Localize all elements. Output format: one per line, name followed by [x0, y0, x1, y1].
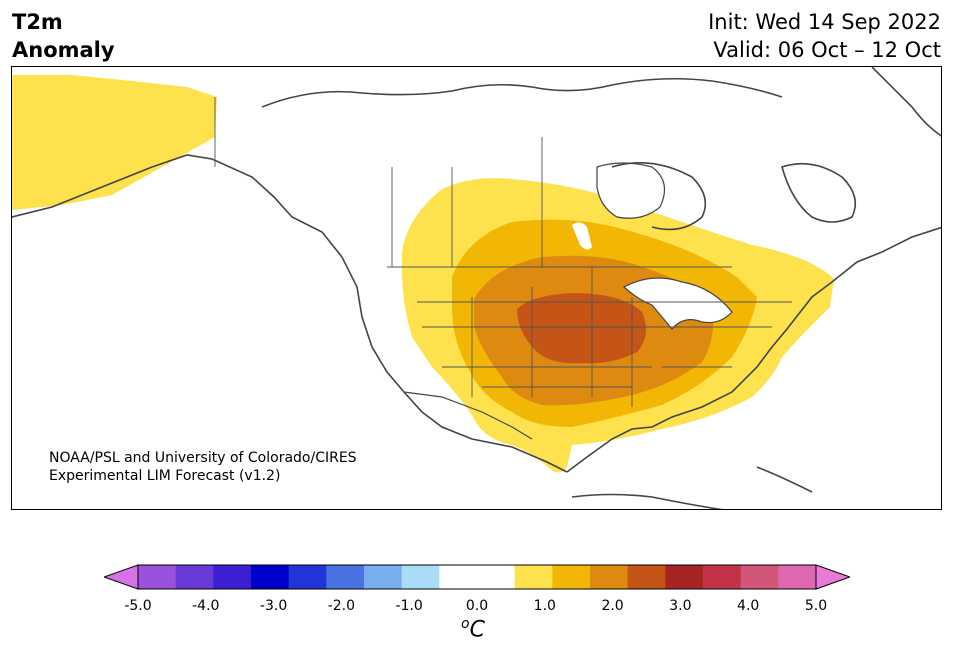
colorbar-tick-label: 2.0	[601, 598, 624, 614]
colorbar-cell	[326, 565, 365, 589]
colorbar-cell	[175, 565, 214, 589]
colorbar-cell	[590, 565, 629, 589]
colorbar-right-arrow	[815, 564, 850, 590]
credit-line-1: NOAA/PSL and University of Colorado/CIRE…	[49, 450, 357, 466]
credit-text: NOAA/PSL and University of Colorado/CIRE…	[49, 449, 357, 485]
colorbar-cell	[364, 565, 403, 589]
map-title: T2m Anomaly	[12, 8, 115, 64]
field-label: Anomaly	[12, 38, 115, 62]
credit-line-2: Experimental LIM Forecast (v1.2)	[49, 468, 281, 484]
colorbar-cell	[665, 565, 704, 589]
init-date: Init: Wed 14 Sep 2022	[708, 10, 941, 34]
colorbar-tick-label: -1.0	[395, 598, 423, 614]
coastlines	[12, 67, 941, 509]
colorbar-cell	[288, 565, 327, 589]
colorbar-tick-label: 3.0	[669, 598, 692, 614]
lake-winnipeg	[572, 222, 592, 250]
colorbar-tick-label: 1.0	[533, 598, 556, 614]
colorbar-cell	[740, 565, 779, 589]
mexico-border	[403, 391, 533, 440]
map-svg	[12, 67, 941, 509]
colorbar-cell	[552, 565, 591, 589]
colorbar	[104, 564, 850, 590]
variable-label: T2m	[12, 10, 63, 34]
unit-label: oC	[461, 616, 485, 642]
colorbar-cell	[439, 565, 478, 589]
colorbar-tick-label: -2.0	[327, 598, 356, 614]
colorbar-cell	[477, 565, 516, 589]
colorbar-tick-label: -3.0	[259, 598, 288, 614]
great-lakes	[622, 277, 733, 330]
anomaly-contour-2.0	[517, 293, 646, 364]
hudson-bay	[596, 162, 666, 219]
colorbar-cell	[703, 565, 742, 589]
map-panel	[11, 66, 942, 510]
colorbar-tick-label: -5.0	[124, 598, 152, 614]
colorbar-cell	[213, 565, 252, 589]
colorbar-cell	[138, 565, 177, 589]
colorbar-cell	[251, 565, 290, 589]
colorbar-tick-label: -4.0	[192, 598, 220, 614]
unit-superscript: o	[461, 616, 470, 632]
colorbar-cell	[401, 565, 440, 589]
colorbar-cell	[778, 565, 817, 589]
colorbar-left-arrow	[104, 564, 139, 590]
colorbar-tick-label: 4.0	[737, 598, 760, 614]
unit-letter: C	[469, 617, 485, 643]
colorbar-tick-label: 5.0	[804, 598, 828, 614]
colorbar-cell	[627, 565, 666, 589]
political-borders	[214, 97, 792, 407]
valid-range: Valid: 06 Oct – 12 Oct	[713, 38, 941, 62]
colorbar-tick-label: 0.0	[465, 598, 489, 614]
date-info: Init: Wed 14 Sep 2022 Valid: 06 Oct – 12…	[708, 8, 941, 64]
anomaly-alaska	[12, 75, 217, 210]
colorbar-cell	[514, 565, 553, 589]
